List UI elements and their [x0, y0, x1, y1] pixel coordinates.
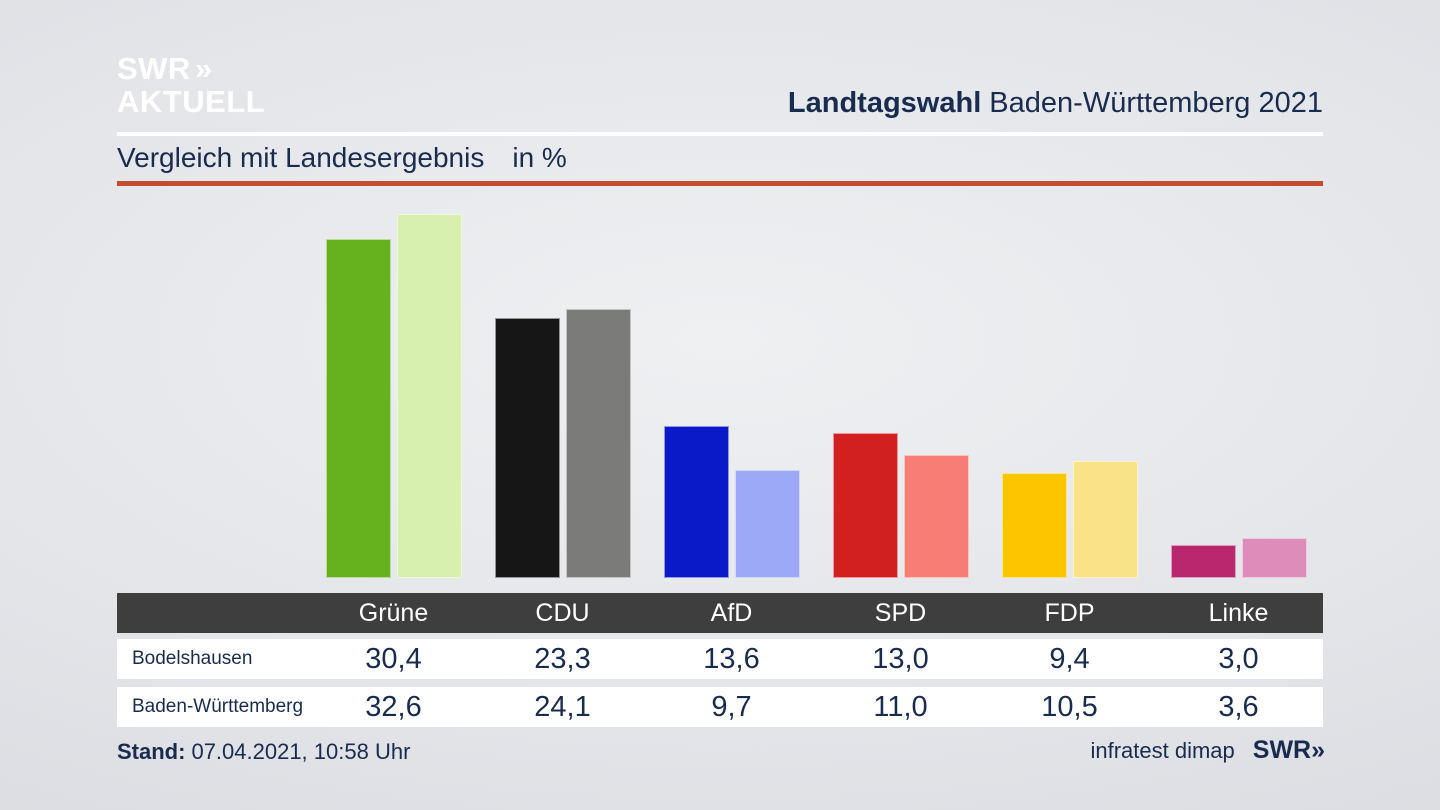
- value-bodelshausen-linke: 3,0: [1218, 642, 1259, 675]
- value-bw-cdu: 24,1: [534, 690, 591, 723]
- column-header-gruene: Grüne: [358, 598, 429, 627]
- chart-subtitle: Vergleich mit Landesergebnis in %: [117, 142, 567, 174]
- results-table: Grüne CDU AfD SPD FDP Linke Bodelshausen…: [117, 593, 1323, 727]
- row-label: Bodelshausen: [132, 648, 253, 669]
- bar-group-linke: [1154, 538, 1323, 578]
- value-bodelshausen-fdp: 9,4: [1049, 642, 1090, 675]
- bar-chart: [117, 214, 1323, 578]
- table-header-row: Grüne CDU AfD SPD FDP Linke: [117, 593, 1323, 633]
- value-bw-spd: 11,0: [873, 690, 928, 723]
- value-bodelshausen-spd: 13,0: [872, 642, 929, 675]
- row-label: Baden-Württemberg: [132, 696, 304, 717]
- source-attribution: infratest dimap SWR»: [1090, 736, 1325, 765]
- column-header-fdp: FDP: [1044, 598, 1095, 627]
- bar-group-spd: [816, 433, 985, 578]
- bar-bodelshausen-linke: [1170, 545, 1236, 578]
- title-rest: Baden-Württemberg 2021: [981, 87, 1323, 119]
- swr-logo: SWR»: [1252, 736, 1325, 764]
- chevrons-icon: »: [1311, 736, 1325, 764]
- bar-baden-wuerttemberg-gruene: [396, 214, 462, 578]
- page-title: Landtagswahl Baden-Württemberg 2021: [788, 87, 1323, 120]
- column-header-cdu: CDU: [535, 598, 590, 627]
- table-row-baden-wuerttemberg: Baden-Württemberg 32,6 24,1 9,7 11,0 10,…: [117, 687, 1323, 727]
- table-row-bodelshausen: Bodelshausen 30,4 23,3 13,6 13,0 9,4 3,0: [117, 639, 1323, 679]
- bar-bodelshausen-spd: [832, 433, 898, 578]
- bar-baden-wuerttemberg-fdp: [1072, 461, 1138, 578]
- red-rule: [117, 181, 1323, 186]
- swr-aktuell-logo: SWR» AKTUELL: [117, 52, 265, 118]
- value-bw-afd: 9,7: [711, 690, 752, 723]
- bar-baden-wuerttemberg-afd: [734, 470, 800, 578]
- bar-baden-wuerttemberg-spd: [903, 455, 969, 578]
- bar-group-gruene: [309, 214, 478, 578]
- bar-bodelshausen-cdu: [494, 318, 560, 578]
- column-header-afd: AfD: [710, 598, 753, 627]
- title-bold: Landtagswahl: [787, 87, 982, 119]
- bar-baden-wuerttemberg-linke: [1241, 538, 1307, 578]
- column-header-linke: Linke: [1208, 598, 1269, 627]
- bar-bodelshausen-fdp: [1001, 473, 1067, 578]
- subtitle-text: Vergleich mit Landesergebnis: [117, 142, 485, 173]
- column-header-spd: SPD: [874, 598, 927, 627]
- bar-bodelshausen-afd: [663, 426, 729, 578]
- subtitle-unit: in %: [512, 142, 567, 173]
- value-bodelshausen-afd: 13,6: [703, 642, 760, 675]
- stand-label: Stand:: [117, 739, 186, 764]
- logo-line2: AKTUELL: [117, 84, 266, 119]
- bar-bodelshausen-gruene: [325, 239, 391, 578]
- bar-group-cdu: [478, 309, 647, 578]
- value-bw-linke: 3,6: [1218, 690, 1259, 723]
- value-bodelshausen-gruene: 30,4: [365, 642, 422, 675]
- bar-group-afd: [647, 426, 816, 578]
- header-divider: [117, 132, 1323, 136]
- stand-value: 07.04.2021, 10:58 Uhr: [191, 739, 411, 764]
- bar-group-fdp: [985, 461, 1154, 578]
- value-bodelshausen-cdu: 23,3: [534, 642, 591, 675]
- value-bw-fdp: 10,5: [1041, 690, 1098, 723]
- value-bw-gruene: 32,6: [365, 690, 422, 723]
- bar-baden-wuerttemberg-cdu: [565, 309, 631, 578]
- infratest-dimap-label: infratest dimap: [1090, 738, 1235, 763]
- logo-line1: SWR»: [117, 51, 212, 86]
- chevrons-icon: »: [194, 51, 212, 86]
- timestamp: Stand: 07.04.2021, 10:58 Uhr: [117, 739, 410, 765]
